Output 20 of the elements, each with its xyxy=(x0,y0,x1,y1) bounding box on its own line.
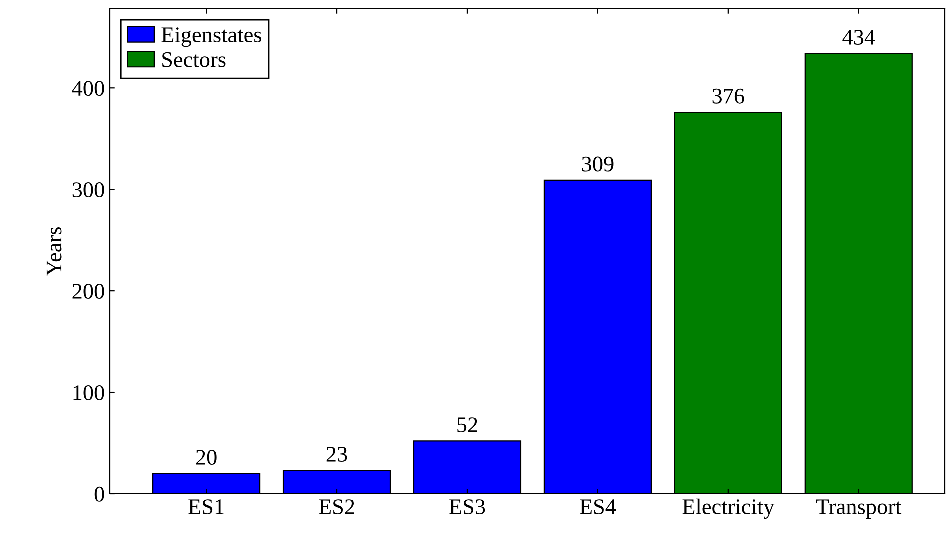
x-tick-label: Transport xyxy=(816,500,902,520)
legend-label: Sectors xyxy=(162,52,226,68)
legend-label: Eigenstates xyxy=(162,28,262,48)
x-tick-label: ES1 xyxy=(188,500,224,514)
data-label: 376 xyxy=(712,88,744,104)
x-tick-label: Electricity xyxy=(682,498,775,520)
x-tick-label: ES3 xyxy=(450,500,486,514)
x-tick-label: ES4 xyxy=(580,500,616,514)
y-tick-label: 300 xyxy=(72,182,104,198)
y-tick-label: 100 xyxy=(74,385,104,400)
y-tick-label: 0 xyxy=(94,486,104,502)
y-axis-title: Years xyxy=(46,228,62,276)
y-tick-label: 400 xyxy=(72,81,104,96)
data-label: 309 xyxy=(582,156,614,172)
data-label: 23 xyxy=(326,447,348,462)
data-label: 434 xyxy=(842,30,876,45)
data-label: 20 xyxy=(196,450,217,466)
y-tick-label: 200 xyxy=(72,284,104,299)
data-label: 52 xyxy=(458,418,478,433)
x-tick-label: ES2 xyxy=(319,500,354,514)
